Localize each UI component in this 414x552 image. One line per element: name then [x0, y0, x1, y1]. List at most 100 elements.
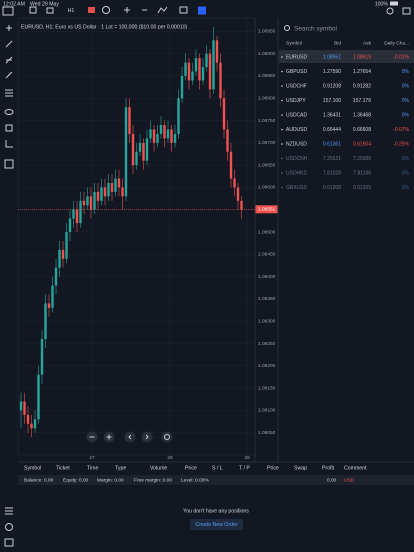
fib-tool[interactable]	[5, 56, 13, 64]
watchlist-header: Symbol	[286, 40, 302, 46]
currency: USD	[344, 477, 355, 483]
battery-icon	[390, 1, 398, 6]
profit: 0.00	[327, 477, 337, 483]
y-tick-label: 1.08150	[258, 385, 276, 391]
watchlist-cell[interactable]: USDCNH	[286, 156, 308, 162]
watchlist-cell[interactable]: GBPUSD	[286, 69, 308, 75]
toolbar: H1	[2, 6, 411, 16]
chart-controls	[86, 431, 173, 443]
positions-tab[interactable]	[5, 507, 13, 515]
watchlist-cell[interactable]: 0%	[402, 98, 410, 104]
watchlist-cell[interactable]: 1.08619	[353, 54, 371, 60]
watchlist-cell[interactable]: 0.66608	[353, 127, 371, 133]
search-placeholder[interactable]: Search symbol	[294, 26, 338, 33]
candle-body	[54, 267, 58, 286]
scroll-right[interactable]	[141, 431, 153, 443]
watchlist-cell[interactable]: -0.25%	[393, 141, 409, 147]
candle-body	[131, 133, 135, 166]
share-icon[interactable]	[402, 7, 411, 15]
watchlist-cell[interactable]: 0.61504	[353, 141, 371, 147]
camera-icon[interactable]	[386, 7, 394, 15]
watchlist-cell[interactable]: 1.27590	[323, 69, 341, 75]
trendline-tool[interactable]	[5, 40, 13, 48]
watchlist-cell[interactable]: 7.25521	[323, 156, 341, 162]
watchlist-cell[interactable]: USDCHF	[286, 83, 307, 89]
x-tick-label: 28	[167, 455, 173, 461]
candle-body	[187, 62, 191, 81]
indicator-icon[interactable]	[46, 7, 54, 14]
watchlist-cell[interactable]: 0.61361	[323, 141, 341, 147]
magnet-tool[interactable]	[5, 140, 13, 148]
watchlist-cell[interactable]: 1.08551	[323, 54, 341, 60]
watchlist-cell[interactable]: 0.91282	[353, 83, 371, 89]
add-icon[interactable]	[124, 7, 130, 13]
watchlist-cell[interactable]: 1.36468	[353, 112, 371, 118]
chart-type-icon[interactable]	[29, 6, 37, 14]
pattern-tool[interactable]	[5, 89, 13, 97]
positions-header: Swap	[294, 465, 307, 471]
sync-icon[interactable]	[102, 6, 110, 14]
brush-tool[interactable]	[5, 71, 13, 79]
account-tab[interactable]	[4, 538, 14, 547]
positions-header: Price	[267, 465, 279, 471]
lock-tool[interactable]	[5, 124, 13, 132]
watchlist-cell[interactable]: 0.01208	[323, 185, 341, 191]
status-time: 12:02 AM	[3, 1, 25, 7]
candle-body	[138, 142, 142, 152]
eye-tool[interactable]	[4, 109, 14, 115]
timeframe[interactable]: H1	[68, 8, 75, 14]
watchlist-header: Ask	[363, 40, 372, 46]
watchlist-cell[interactable]: 7.25680	[353, 156, 371, 162]
scroll-left[interactable]	[124, 431, 136, 443]
trade-icon[interactable]	[198, 6, 206, 15]
watchlist-cell[interactable]: 157.100	[323, 98, 341, 104]
watchlist-cell[interactable]: -0.07%	[393, 127, 409, 133]
positions-header: Comment	[344, 465, 367, 471]
summary-bar	[18, 475, 414, 485]
search-box[interactable]	[279, 19, 414, 39]
watchlist-cell[interactable]: USDHKD	[286, 170, 308, 176]
template-icon[interactable]	[179, 6, 188, 14]
watchlist-cell[interactable]: 0.66444	[323, 127, 341, 133]
watchlist-cell[interactable]: 1.36431	[323, 112, 341, 118]
flag-icon[interactable]	[88, 7, 95, 13]
row-dot	[281, 114, 283, 116]
crosshair-tool[interactable]	[6, 25, 12, 31]
watchlist-cell[interactable]: 0%	[402, 83, 410, 89]
watchlist-cell[interactable]: GBXUSD	[286, 185, 308, 191]
watchlist-cell[interactable]: USDJPY	[286, 98, 306, 104]
watchlist-cell[interactable]: 157.176	[353, 98, 371, 104]
watchlist-cell[interactable]: EURUSD	[286, 54, 308, 60]
history-tab[interactable]	[5, 523, 13, 531]
watchlist-cell[interactable]: -0.01%	[393, 54, 409, 60]
watchlist-cell[interactable]: 0%	[402, 170, 410, 176]
create-order-label[interactable]: Create New Order	[195, 522, 237, 528]
create-order-button[interactable]	[190, 519, 243, 530]
watchlist-cell[interactable]: 0%	[402, 112, 410, 118]
menu-icon[interactable]	[2, 6, 14, 16]
watchlist-cell[interactable]: 7.81198	[353, 170, 371, 176]
delete-tool[interactable]	[4, 159, 14, 169]
y-tick-label: 1.08800	[258, 96, 276, 102]
reset-chart[interactable]	[161, 431, 173, 443]
candle-body	[93, 191, 96, 210]
draw-icon[interactable]	[157, 6, 168, 14]
watchlist-cell[interactable]: 0.01209	[353, 185, 371, 191]
candle-body	[75, 209, 79, 224]
watchlist-header: Bid	[334, 40, 341, 46]
watchlist-cell[interactable]: 0.91208	[323, 83, 341, 89]
watchlist-cell[interactable]: 0%	[402, 156, 410, 162]
watchlist-cell[interactable]: USDCAD	[286, 112, 308, 118]
watchlist-cell[interactable]: 1.27654	[353, 69, 371, 75]
candle-body	[184, 62, 187, 76]
watchlist-cell[interactable]: 0%	[402, 69, 410, 75]
watchlist-cell[interactable]: 7.81028	[323, 170, 341, 176]
positions-header: Volume	[150, 465, 167, 471]
candle-body	[61, 249, 65, 259]
watchlist-cell[interactable]: AUDUSD	[286, 127, 308, 133]
summary-item: Balance: 0.00	[24, 477, 54, 483]
watchlist-cell[interactable]: NZDUSD	[286, 141, 307, 147]
candle-body	[240, 200, 243, 210]
watchlist-cell[interactable]: 0%	[402, 185, 410, 191]
positions-header: Symbol	[24, 465, 41, 471]
